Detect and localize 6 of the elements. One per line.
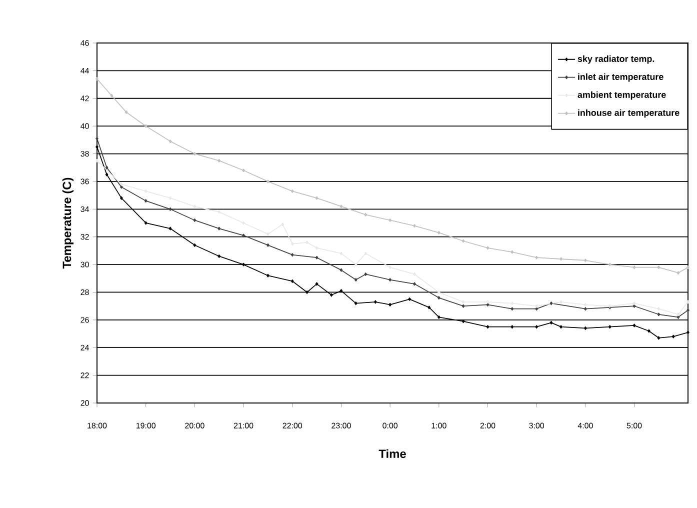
x-axis-title: Time — [378, 449, 406, 458]
legend-label: inlet air temperature — [578, 73, 664, 82]
legend-label: ambient temperature — [578, 91, 666, 100]
legend-label: sky radiator temp. — [578, 55, 654, 64]
legend-label: inhouse air temperature — [578, 109, 680, 118]
y-axis-title: Temperature (C) — [62, 178, 74, 269]
